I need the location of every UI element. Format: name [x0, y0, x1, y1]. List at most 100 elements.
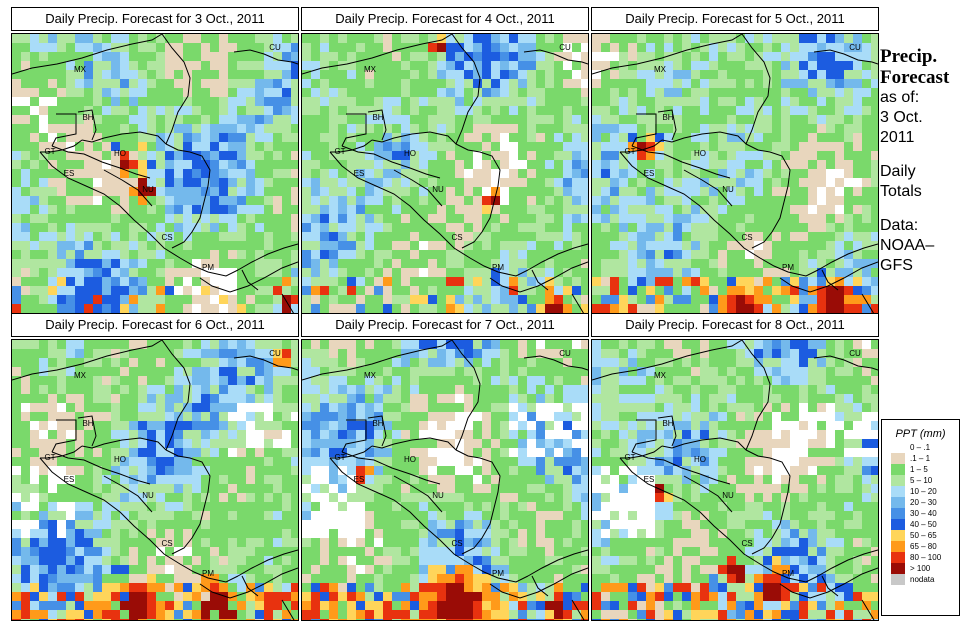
precip-map: MX BH GT HO ES NU CS PM CU [591, 339, 879, 621]
coastline [237, 549, 298, 577]
coastline [657, 415, 677, 447]
coastline [821, 575, 839, 597]
legend-item: > 100 [891, 563, 959, 574]
coastline [39, 457, 239, 583]
legend-label: 65 – 80 [910, 542, 937, 551]
coastline [661, 437, 747, 451]
precip-grid: MX BH GT HO ES NU CS PM CU [12, 34, 298, 314]
legend-label: 30 – 40 [910, 509, 937, 518]
coastline [367, 415, 387, 447]
coastline [592, 340, 743, 381]
panel-title: Daily Precip. Forecast for 4 Oct., 2011 [301, 7, 589, 31]
legend-item: 30 – 40 [891, 508, 959, 519]
country-label-bh: BH [372, 113, 383, 122]
country-label-mx: MX [364, 371, 377, 380]
legend-item: 65 – 80 [891, 541, 959, 552]
forecast-panel-oct-6: Daily Precip. Forecast for 6 Oct., 2011 … [11, 313, 299, 621]
coastline [661, 131, 747, 145]
country-label-pm: PM [782, 263, 794, 272]
coastline [51, 419, 77, 453]
coastline [531, 269, 549, 291]
coastline [631, 451, 731, 485]
country-label-cs: CS [451, 539, 462, 548]
legend-label: 5 – 10 [910, 476, 933, 485]
coastline [329, 151, 529, 277]
totals-label-2: Totals [880, 183, 922, 200]
coastline [657, 109, 677, 141]
coastline [12, 340, 163, 381]
legend-swatch [891, 563, 905, 574]
data-label: Data: [880, 217, 919, 234]
panel-title: Daily Precip. Forecast for 6 Oct., 2011 [11, 313, 299, 337]
asof-year: 2011 [880, 129, 915, 146]
coastline [571, 293, 585, 314]
legend-swatch [891, 486, 905, 497]
country-label-cs: CS [451, 233, 462, 242]
legend-label: 40 – 50 [910, 520, 937, 529]
legend-label: 50 – 65 [910, 531, 937, 540]
country-label-mx: MX [364, 65, 377, 74]
country-label-nu: NU [432, 185, 444, 194]
legend-label: > 100 [910, 564, 931, 573]
legend-item: 5 – 10 [891, 475, 959, 486]
coastline [455, 143, 501, 249]
coastline [12, 34, 163, 75]
coastline [161, 340, 191, 451]
country-label-cu: CU [559, 349, 571, 358]
heading-precip: Precip. [880, 46, 938, 67]
coastline [165, 449, 211, 555]
country-label-mx: MX [654, 65, 667, 74]
country-label-ho: HO [404, 149, 416, 158]
legend-label: 10 – 20 [910, 487, 937, 496]
coastline [81, 131, 167, 145]
country-label-es: ES [354, 475, 365, 484]
coastline [77, 109, 97, 141]
country-label-cu: CU [269, 43, 281, 52]
country-label-pm: PM [782, 569, 794, 578]
coastline [103, 169, 153, 207]
coastline [631, 113, 657, 147]
legend-swatch [891, 453, 905, 464]
legend-label: nodata [910, 575, 935, 584]
forecast-info: Precip. Forecast as of: 3 Oct. 2011 Dail… [880, 46, 965, 276]
panel-title: Daily Precip. Forecast for 7 Oct., 2011 [301, 313, 589, 337]
country-label-pm: PM [492, 569, 504, 578]
precip-grid: MX BH GT HO ES NU CS PM CU [12, 340, 298, 620]
country-label-mx: MX [74, 65, 87, 74]
legend-label: 80 – 100 [910, 553, 942, 562]
coastline [341, 113, 367, 147]
legend-item: .1 – 1 [891, 453, 959, 464]
coastline [233, 49, 298, 65]
forecast-panel-oct-7: Daily Precip. Forecast for 7 Oct., 2011 … [301, 313, 589, 621]
coastline [77, 415, 97, 447]
precip-grid: MX BH GT HO ES NU CS PM CU [592, 340, 878, 620]
country-label-es: ES [354, 169, 365, 178]
country-label-mx: MX [74, 371, 87, 380]
coastline [813, 49, 878, 65]
coastline [523, 355, 588, 371]
forecast-panel-oct-8: Daily Precip. Forecast for 8 Oct., 2011 … [591, 313, 879, 621]
forecast-panel-oct-3: Daily Precip. Forecast for 3 Oct., 2011 … [11, 7, 299, 315]
legend-swatch [891, 497, 905, 508]
panel-title: Daily Precip. Forecast for 3 Oct., 2011 [11, 7, 299, 31]
coastline [451, 34, 481, 145]
forecast-panel-oct-4: Daily Precip. Forecast for 4 Oct., 2011 … [301, 7, 589, 315]
coastline [527, 549, 588, 577]
legend-swatch [891, 552, 905, 563]
precip-map: MX BH GT HO ES NU CS PM CU [301, 339, 589, 621]
coastline [51, 451, 151, 485]
coastline [741, 34, 771, 145]
coastline [199, 567, 298, 599]
country-label-gt: GT [334, 453, 345, 462]
legend-label: 1 – 5 [910, 465, 928, 474]
precip-grid: MX BH GT HO ES NU CS PM CU [592, 34, 878, 314]
precip-grid: MX BH GT HO ES NU CS PM CU [302, 34, 588, 314]
legend-label: 20 – 30 [910, 498, 937, 507]
legend-item: 1 – 5 [891, 464, 959, 475]
country-label-mx: MX [654, 371, 667, 380]
precip-legend: PPT (mm) 0 – .1 .1 – 1 1 – 5 5 – 10 10 – 20 2… [881, 419, 960, 616]
legend-item: 80 – 100 [891, 552, 959, 563]
legend-swatch [891, 530, 905, 541]
precip-map: MX BH GT HO ES NU CS PM CU [301, 33, 589, 315]
legend-swatch [891, 442, 905, 453]
